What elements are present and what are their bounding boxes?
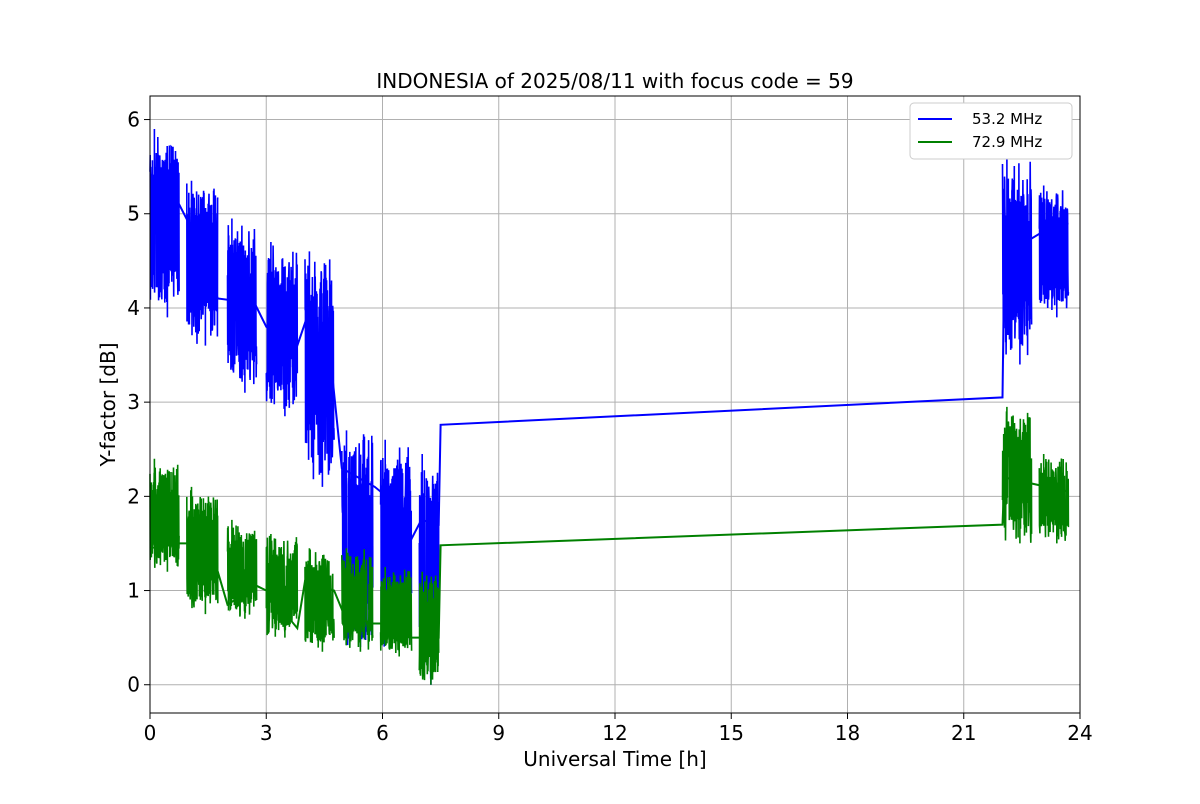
x-tick-label: 18 [835, 721, 860, 745]
x-tick-label: 3 [260, 721, 273, 745]
x-tick-label: 15 [719, 721, 744, 745]
series-noise-band [1001, 157, 1033, 365]
legend-item: 72.9 MHz [918, 133, 1042, 151]
series-noise-band [379, 567, 413, 657]
y-tick-label: 0 [127, 673, 140, 697]
legend-label: 72.9 MHz [972, 133, 1042, 151]
x-tick-label: 0 [144, 721, 157, 745]
series-noise-band [226, 519, 258, 619]
series-noise-band [1001, 406, 1033, 544]
y-tick-label: 6 [127, 108, 140, 132]
legend-label: 53.2 MHz [972, 110, 1042, 128]
x-tick-label: 21 [951, 721, 976, 745]
series-noise-band [149, 458, 180, 572]
series-noise-band [149, 129, 180, 318]
x-tick-label: 12 [602, 721, 627, 745]
series-noise-band [226, 218, 258, 393]
series-noise-band [304, 548, 335, 652]
legend-box [909, 102, 1073, 160]
series-noise-band [265, 534, 299, 638]
x-tick-label: 9 [492, 721, 505, 745]
y-tick-label: 2 [127, 484, 140, 508]
chart-title: INDONESIA of 2025/08/11 with focus code … [376, 69, 853, 93]
legend: 53.2 MHz 72.9 MHz [909, 102, 1073, 160]
y-tick-label: 1 [127, 579, 140, 603]
y-tick-label: 5 [127, 202, 140, 226]
x-tick-label: 24 [1067, 721, 1092, 745]
series-noise-band [186, 486, 219, 615]
x-axis-label: Universal Time [h] [523, 747, 706, 771]
series-2 [149, 406, 1070, 685]
y-tick-label: 4 [127, 296, 140, 320]
series-noise-band [341, 548, 374, 652]
series-noise-band [418, 571, 440, 685]
y-axis-label: Y-factor [dB] [96, 342, 120, 467]
series-noise-band [265, 242, 299, 417]
series-noise-band [304, 251, 335, 487]
series-noise-band [186, 180, 219, 346]
series-noise-band [1038, 185, 1070, 318]
series-layer [149, 129, 1070, 685]
x-tick-label: 6 [376, 721, 389, 745]
y-tick-label: 3 [127, 390, 140, 414]
series-noise-band [1038, 454, 1070, 544]
legend-item: 53.2 MHz [918, 110, 1042, 128]
